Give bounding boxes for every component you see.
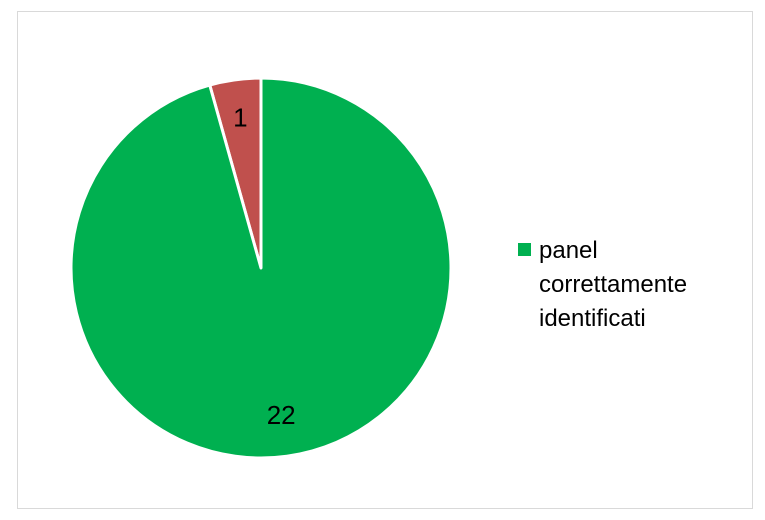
pie-slices (69, 76, 453, 460)
pie-data-label-0: 1 (233, 102, 247, 132)
pie-data-label-1: 22 (267, 400, 296, 430)
legend-entry: panel correttamente identificati (518, 234, 748, 336)
legend-swatch (518, 243, 531, 256)
pie-data-labels: 1 22 (233, 102, 296, 429)
pie-slice-1 (69, 76, 453, 460)
legend-label: panel correttamente identificati (539, 237, 688, 332)
legend: panel correttamente identificati (518, 234, 748, 336)
